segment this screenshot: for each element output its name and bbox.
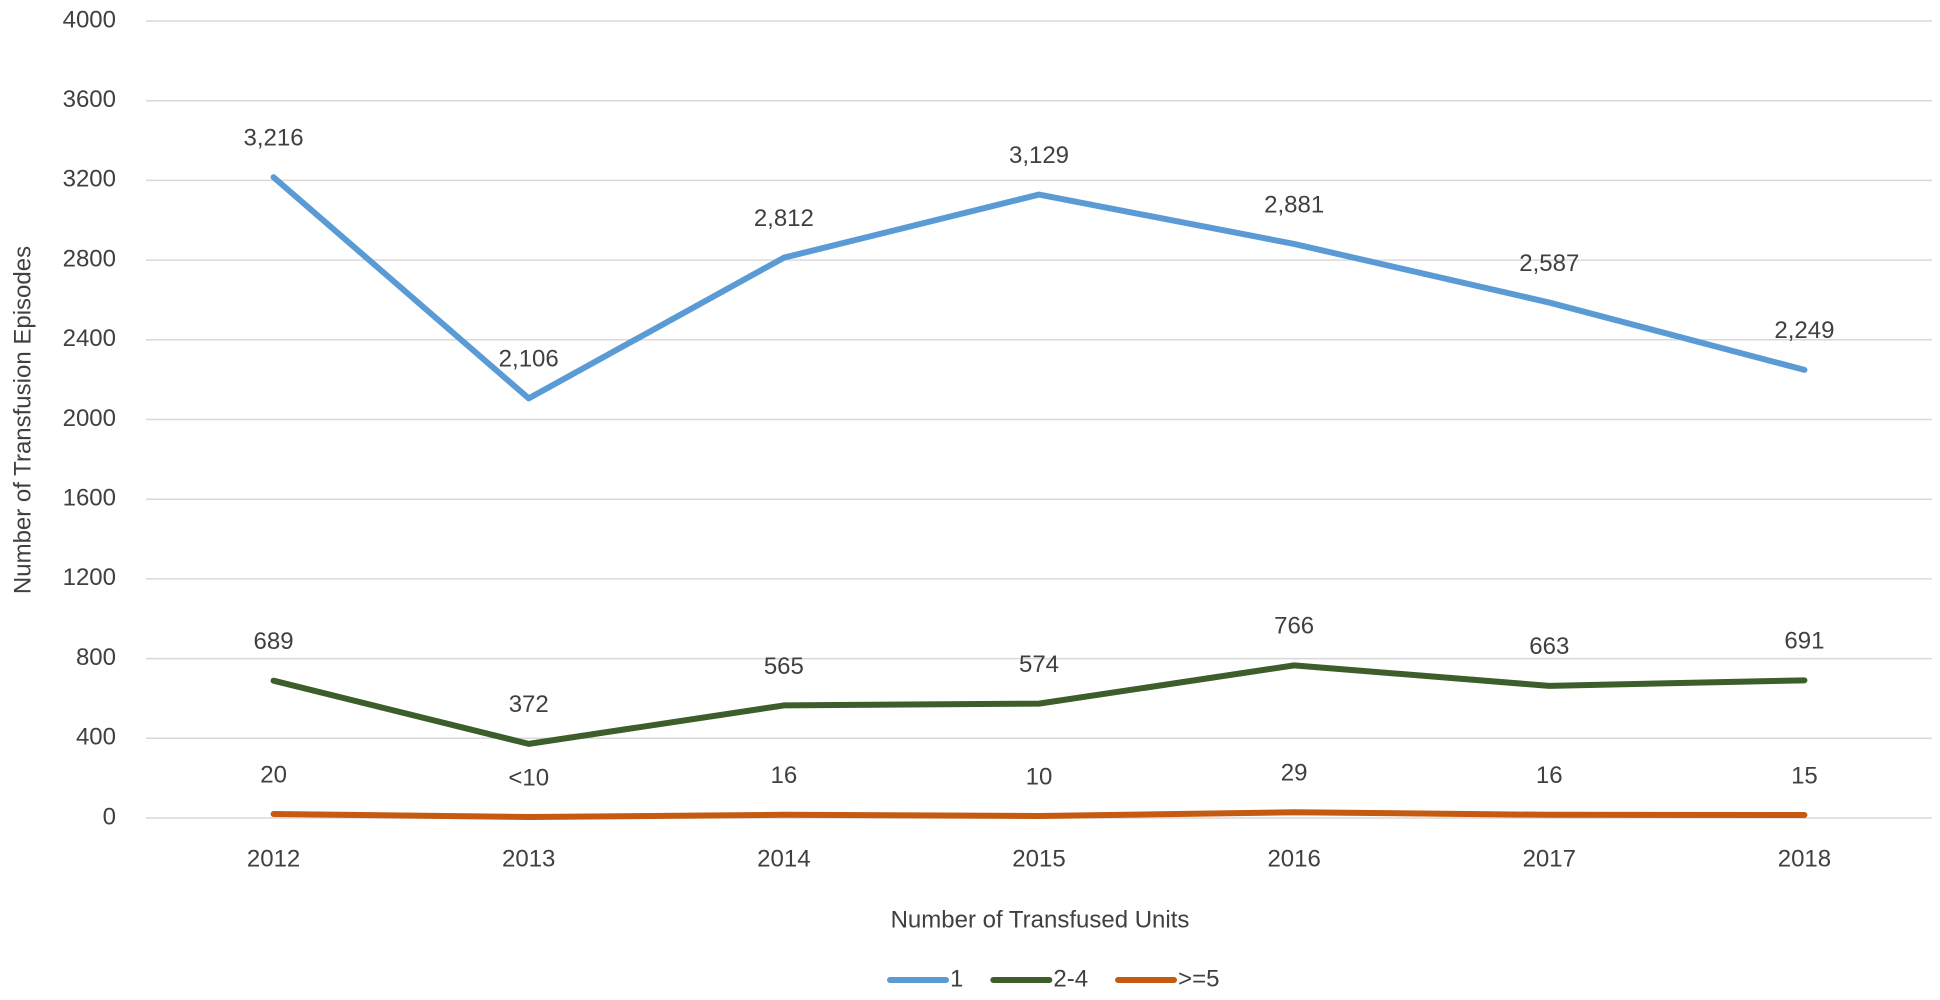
series-line	[270, 662, 1808, 747]
x-tick-label: 2014	[757, 845, 810, 872]
series-line	[270, 174, 1808, 402]
x-axis-title: Number of Transfused Units	[891, 906, 1190, 933]
data-label: <10	[508, 764, 549, 791]
x-tick-label: 2018	[1778, 845, 1831, 872]
legend-label: 2-4	[1053, 965, 1088, 992]
x-tick-label: 2013	[502, 845, 555, 872]
data-label: 15	[1791, 762, 1818, 789]
x-tick-label: 2016	[1267, 845, 1320, 872]
data-label: 3,216	[244, 125, 304, 152]
data-label: 372	[509, 691, 549, 718]
legend-label: >=5	[1178, 965, 1219, 992]
data-label: 3,129	[1009, 142, 1069, 169]
y-tick-label: 1600	[63, 485, 116, 512]
y-tick-label: 3200	[63, 166, 116, 193]
y-tick-label: 2800	[63, 245, 116, 272]
data-label: 16	[1536, 762, 1563, 789]
x-tick-label: 2017	[1523, 845, 1576, 872]
data-label: 574	[1019, 651, 1059, 678]
y-axis-title: Number of Transfusion Episodes	[9, 246, 36, 594]
y-tick-label: 400	[76, 724, 116, 751]
y-tick-label: 2000	[63, 405, 116, 432]
y-tick-label: 800	[76, 644, 116, 671]
data-label: 2,249	[1774, 317, 1834, 344]
y-tick-label: 4000	[63, 6, 116, 33]
y-tick-label: 2400	[63, 325, 116, 352]
data-label: 16	[771, 762, 798, 789]
data-label: 2,106	[499, 346, 559, 373]
x-tick-label: 2012	[247, 845, 300, 872]
data-label: 663	[1529, 633, 1569, 660]
legend-label: 1	[950, 965, 963, 992]
data-label: 689	[254, 628, 294, 655]
data-label: 2,587	[1519, 250, 1579, 277]
y-tick-label: 0	[103, 803, 116, 830]
y-tick-label: 3600	[63, 86, 116, 113]
y-tick-label: 1200	[63, 564, 116, 591]
data-label: 20	[260, 761, 287, 788]
data-label: 29	[1281, 760, 1308, 787]
data-label: 10	[1026, 763, 1053, 790]
data-label: 691	[1784, 628, 1824, 655]
x-tick-label: 2015	[1012, 845, 1065, 872]
data-label: 565	[764, 653, 804, 680]
data-label: 2,881	[1264, 191, 1324, 218]
series-line	[270, 809, 1808, 821]
data-label: 2,812	[754, 205, 814, 232]
data-label: 766	[1274, 613, 1314, 640]
